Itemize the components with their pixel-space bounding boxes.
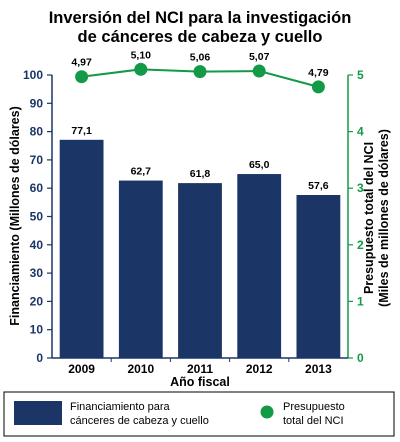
right-tick-label: 4 <box>357 125 364 139</box>
right-tick-label: 1 <box>357 294 364 308</box>
plot-area: 77,1 62,7 61,8 65,0 57,6 4,97 5,10 5,06 5,07 4,79 <box>59 49 341 358</box>
nci-budget-point-2012 <box>252 64 266 78</box>
bar-value-label: 65,0 <box>249 159 270 171</box>
x-tick-label: 2012 <box>246 362 273 376</box>
bar-2013 <box>296 194 341 358</box>
nci-budget-point-2013 <box>311 80 325 94</box>
chart-title-line-2: de cánceres de cabeza y cuello <box>78 28 323 46</box>
legend-label-line-line-1: Presupuesto <box>283 401 345 413</box>
bar-2010 <box>118 180 163 358</box>
left-tick-label: 30 <box>30 266 44 280</box>
bar-value-label: 62,7 <box>131 166 152 178</box>
nci-budget-value-label: 5,06 <box>190 52 211 64</box>
x-tick-label: 2011 <box>187 362 213 376</box>
left-tick-label: 20 <box>30 294 44 308</box>
nci-budget-point-2010 <box>134 62 148 76</box>
bar-value-label: 57,6 <box>308 180 329 192</box>
bar-value-label: 61,8 <box>190 168 211 180</box>
right-axis-ticks: 0 1 2 3 4 5 <box>348 68 364 365</box>
legend-label-bar-line-1: Financiamiento para <box>70 401 171 413</box>
nci-budget-value-label: 5,07 <box>249 51 270 63</box>
nci-budget-value-label: 4,97 <box>71 57 92 69</box>
left-axis-title: Financiamiento (Millones de dólares) <box>8 106 22 325</box>
left-axis-ticks: 0 10 20 30 40 50 60 70 80 90 100 <box>23 68 52 365</box>
x-tick-label: 2010 <box>127 362 154 376</box>
right-axis-title-line-2: (Miles de millones de dólares) <box>377 129 391 307</box>
x-tick-label: 2013 <box>305 362 332 376</box>
bar-value-label: 77,1 <box>71 125 92 137</box>
left-tick-label: 90 <box>30 96 44 110</box>
left-tick-label: 50 <box>30 210 44 224</box>
nci-budget-value-label: 5,10 <box>131 49 152 61</box>
bar-2011 <box>178 183 222 358</box>
x-axis-ticks: 2009 2010 2011 2012 2013 <box>68 358 332 376</box>
right-tick-label: 5 <box>357 68 364 82</box>
x-axis-title: Año fiscal <box>170 375 230 389</box>
left-tick-label: 10 <box>30 323 44 337</box>
left-tick-label: 80 <box>30 125 44 139</box>
left-tick-label: 40 <box>30 238 44 252</box>
legend-label-line-line-2: total del NCI <box>283 415 344 427</box>
bar-2009 <box>59 139 104 358</box>
bar-2012 <box>237 174 282 358</box>
legend-swatch-bar <box>14 401 62 425</box>
legend: Financiamiento para cánceres de cabeza y… <box>3 391 395 437</box>
right-axis-title-line-1: Presupuesto total del NCI <box>362 142 376 294</box>
right-tick-label: 0 <box>357 351 364 365</box>
left-tick-label: 100 <box>23 68 43 82</box>
left-tick-label: 0 <box>36 351 43 365</box>
legend-label-bar-line-2: cánceres de cabeza y cuello <box>70 415 209 427</box>
left-tick-label: 70 <box>30 153 44 167</box>
legend-swatch-marker <box>260 405 274 419</box>
legend-box <box>3 391 395 437</box>
right-tick-label: 2 <box>357 238 364 252</box>
nci-budget-point-2011 <box>193 65 207 79</box>
chart-title-line-1: Inversión del NCI para la investigación <box>49 9 352 27</box>
left-tick-label: 60 <box>30 181 44 195</box>
nci-budget-value-label: 4,79 <box>308 67 329 79</box>
right-tick-label: 3 <box>357 181 364 195</box>
x-tick-label: 2009 <box>68 362 95 376</box>
right-axis-title: Presupuesto total del NCI (Miles de mill… <box>362 129 391 307</box>
nci-budget-point-2009 <box>75 70 89 84</box>
